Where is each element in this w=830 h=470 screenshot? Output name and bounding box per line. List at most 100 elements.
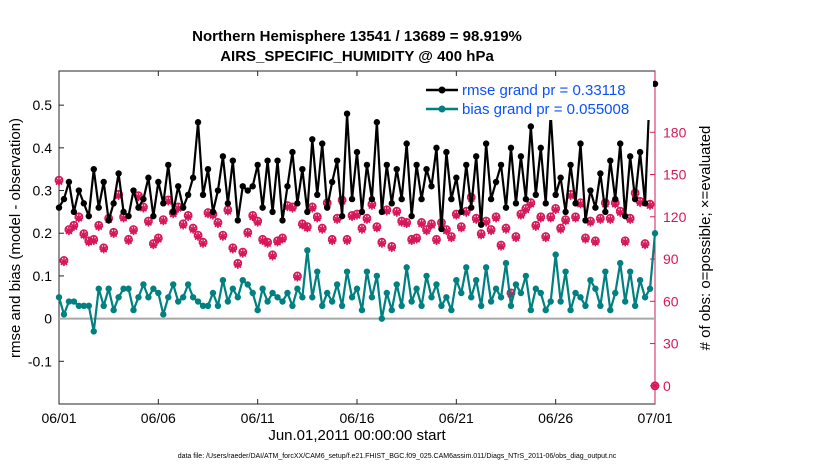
obs-evaluated-marker: [318, 225, 327, 234]
obs-evaluated-marker: [159, 216, 168, 226]
obs-evaluated-marker: [452, 211, 461, 220]
obs-evaluated-stroke: [358, 225, 366, 234]
rmse-series-point: [542, 200, 549, 207]
bias-series-point: [522, 272, 530, 280]
obs-evaluated-stroke: [214, 220, 222, 228]
obs-evaluated-stroke: [403, 220, 411, 228]
obs-evaluated-stroke: [80, 231, 88, 239]
rmse-series-point: [279, 217, 286, 224]
rmse-series-point: [314, 191, 321, 199]
rmse-series-point: [577, 140, 584, 147]
y-axis-left: -0.1 0 0.1 0.2 0.3 0.4 0.5: [28, 97, 64, 369]
obs-evaluated-marker: [218, 232, 228, 241]
bias-series-point: [353, 285, 361, 292]
obs-evaluated-stroke: [129, 227, 138, 235]
obs-evaluated-marker: [561, 216, 570, 226]
obs-evaluated-stroke: [566, 192, 575, 200]
bias-series-point: [631, 302, 639, 310]
obs-evaluated-marker: [268, 252, 277, 261]
bias-series-point: [214, 302, 222, 310]
legend-bias-marker: [438, 105, 446, 113]
obs-evaluated-stroke: [442, 227, 450, 235]
bias-series-point: [184, 281, 192, 288]
rmse-series-point: [512, 200, 520, 207]
bias-series-point: [552, 251, 559, 258]
obs-evaluated-marker: [616, 208, 625, 217]
obs-evaluated-marker: [74, 214, 84, 223]
obs-evaluated-stroke: [452, 211, 460, 219]
bias-series-point: [497, 294, 505, 301]
obs-evaluated-marker: [327, 236, 337, 245]
obs-evaluated-marker: [457, 223, 466, 233]
obs-evaluated-marker: [129, 226, 138, 236]
rmse-series-point: [398, 195, 405, 203]
rmse-series-point: [572, 200, 579, 207]
rmse-series-point: [299, 165, 306, 173]
y-tick-label: -0.1: [28, 353, 52, 369]
obs-evaluated-marker: [303, 223, 312, 233]
obs-evaluated-stroke: [268, 252, 277, 260]
obs-evaluated-marker: [278, 235, 287, 244]
obs-evaluated-marker: [228, 244, 238, 254]
obs-evaluated-stroke: [273, 238, 282, 246]
obs-evaluated-stroke: [264, 239, 272, 248]
obs-evaluated-marker: [387, 243, 396, 252]
obs-evaluated-marker: [635, 198, 645, 207]
rmse-series-point: [607, 157, 614, 164]
obs-evaluated-stroke: [110, 230, 118, 238]
bias-series-point: [299, 294, 306, 301]
rmse-series-point: [502, 204, 510, 211]
obs-evaluated-stroke: [174, 204, 182, 212]
bias-series-point: [284, 289, 291, 297]
x-tick-label: 06/06: [141, 410, 176, 426]
rmse-series-point: [274, 157, 281, 164]
data-file-footnote: data file: /Users/raeder/DAI/ATM_forcXX/…: [178, 453, 617, 460]
bias-series-point: [135, 294, 142, 301]
obs-evaluated-marker: [253, 218, 262, 227]
rmse-series-point: [304, 208, 311, 216]
rmse-series-point: [224, 200, 232, 207]
obs-evaluated-stroke: [542, 234, 550, 242]
bias-series-point: [55, 294, 63, 301]
bias-series-point: [224, 298, 232, 305]
rmse-series-point: [527, 123, 535, 130]
bias-series-point: [542, 306, 549, 314]
rmse-series-point: [363, 161, 371, 169]
bias-series-point: [607, 306, 614, 314]
rmse-series-point: [582, 217, 589, 224]
obs-evaluated-marker: [591, 237, 600, 247]
bias-series-point: [60, 311, 68, 318]
bias-series-point: [433, 281, 440, 288]
bias-series-point: [517, 289, 525, 297]
bias-series-point: [259, 285, 266, 292]
obs-evaluated-marker: [536, 214, 545, 223]
x-tick-label: 07/01: [637, 410, 672, 426]
obs-evaluated-stroke: [547, 214, 555, 222]
obs-evaluated-marker: [407, 236, 416, 245]
x-tick-label: 06/16: [339, 410, 374, 426]
obs-evaluated-stroke: [502, 225, 510, 234]
obs-evaluated-marker: [511, 233, 521, 243]
bias-series-point: [507, 302, 515, 310]
rmse-series-point: [468, 204, 475, 211]
rmse-series-point: [453, 174, 460, 181]
rmse-series-point: [70, 208, 78, 216]
bias-series-point: [249, 289, 256, 297]
obs-evaluated-stroke: [60, 258, 68, 266]
bias-series-point: [150, 285, 157, 292]
rmse-series-point: [433, 144, 440, 152]
obs-evaluated-marker: [94, 222, 103, 231]
rmse-series-point: [448, 195, 455, 203]
bias-series-point: [403, 264, 410, 271]
rmse-series-point: [373, 119, 381, 126]
legend: rmse grand pr = 0.33118 bias grand pr = …: [425, 80, 653, 120]
obs-evaluated-stroke: [368, 201, 376, 210]
y2-tick-label: 150: [663, 167, 687, 183]
obs-evaluated-stroke: [303, 224, 311, 232]
y2-axis-label: # of obs: o=possible; ×=evaluated: [697, 126, 714, 351]
obs-evaluated-stroke: [353, 211, 361, 219]
bias-series-point: [363, 268, 371, 275]
obs-evaluated-marker: [427, 221, 436, 230]
obs-evaluated-stroke: [313, 214, 321, 222]
rmse-series-point: [378, 208, 386, 216]
